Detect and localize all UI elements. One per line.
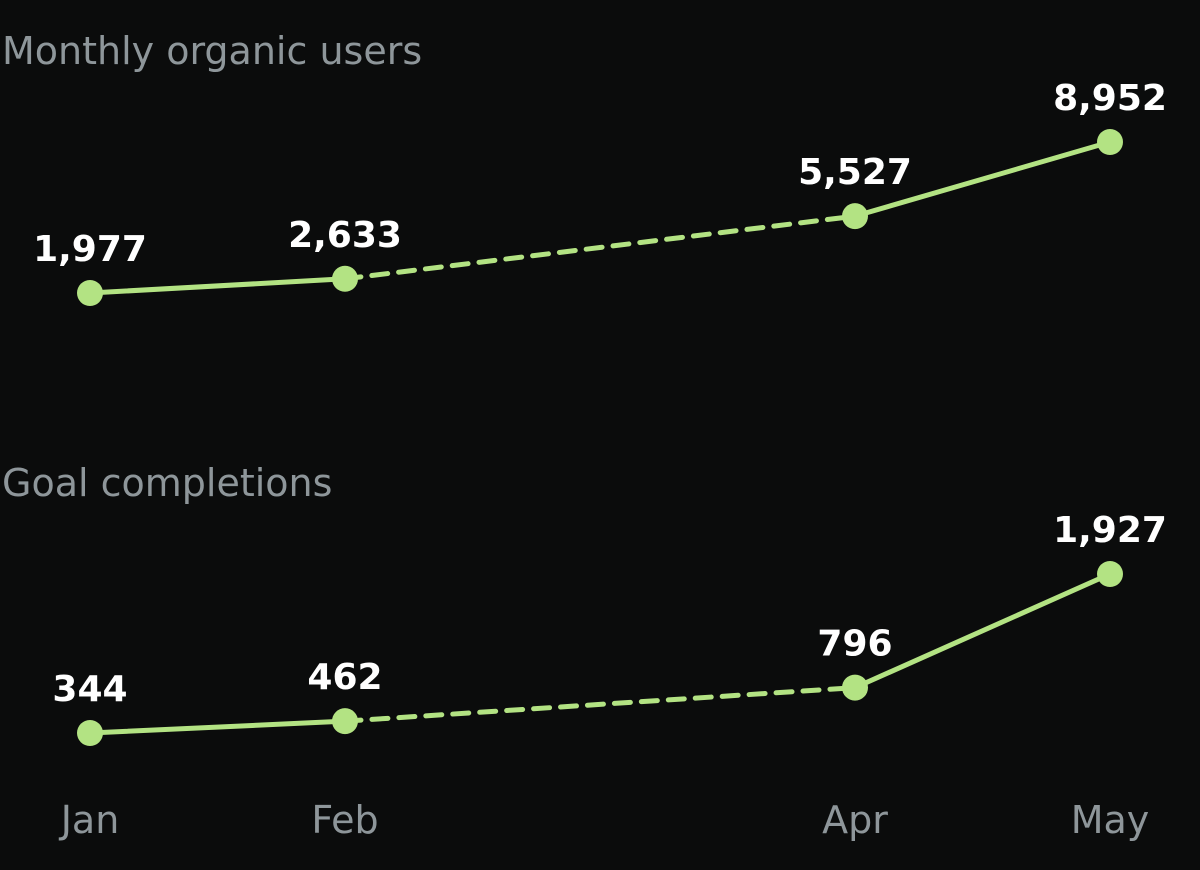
data-label: 1,977 bbox=[33, 229, 147, 270]
data-point bbox=[1097, 561, 1123, 587]
series-segment bbox=[87, 718, 348, 736]
data-label: 5,527 bbox=[798, 152, 912, 193]
data-label: 1,927 bbox=[1053, 510, 1167, 551]
data-label: 344 bbox=[52, 669, 127, 710]
data-label: 2,633 bbox=[288, 215, 402, 256]
data-point bbox=[332, 265, 358, 292]
x-tick-label: Jan bbox=[59, 798, 120, 842]
data-point bbox=[77, 720, 103, 746]
chart-panel-organic-users: Monthly organic users 1,977 2,633 5,527 8,9… bbox=[2, 29, 1167, 306]
x-tick-label: May bbox=[1071, 798, 1150, 842]
data-point bbox=[1097, 129, 1123, 155]
data-label: 462 bbox=[307, 657, 382, 698]
data-point bbox=[77, 280, 103, 306]
series-segment bbox=[87, 276, 348, 296]
chart-title: Goal completions bbox=[2, 461, 332, 505]
series-segment-dashed bbox=[342, 213, 858, 282]
series-segment-dashed bbox=[342, 685, 858, 724]
series-segment bbox=[852, 571, 1113, 691]
series-marks: 1,977 2,633 5,527 8,952 bbox=[33, 78, 1167, 306]
data-point bbox=[332, 708, 358, 735]
series-marks: 344 462 796 1,927 bbox=[52, 510, 1167, 746]
x-tick-label: Feb bbox=[311, 798, 378, 842]
chart-panel-goal-completions: Goal completions 344 462 796 1,927 bbox=[2, 461, 1167, 746]
x-tick-label: Apr bbox=[822, 798, 888, 842]
chart-title: Monthly organic users bbox=[2, 29, 422, 73]
x-axis: Jan Feb Apr May bbox=[59, 798, 1150, 842]
data-label: 796 bbox=[817, 624, 892, 665]
data-label: 8,952 bbox=[1053, 78, 1167, 119]
series-segment bbox=[852, 139, 1113, 219]
data-point bbox=[842, 203, 868, 230]
data-point bbox=[842, 674, 868, 701]
